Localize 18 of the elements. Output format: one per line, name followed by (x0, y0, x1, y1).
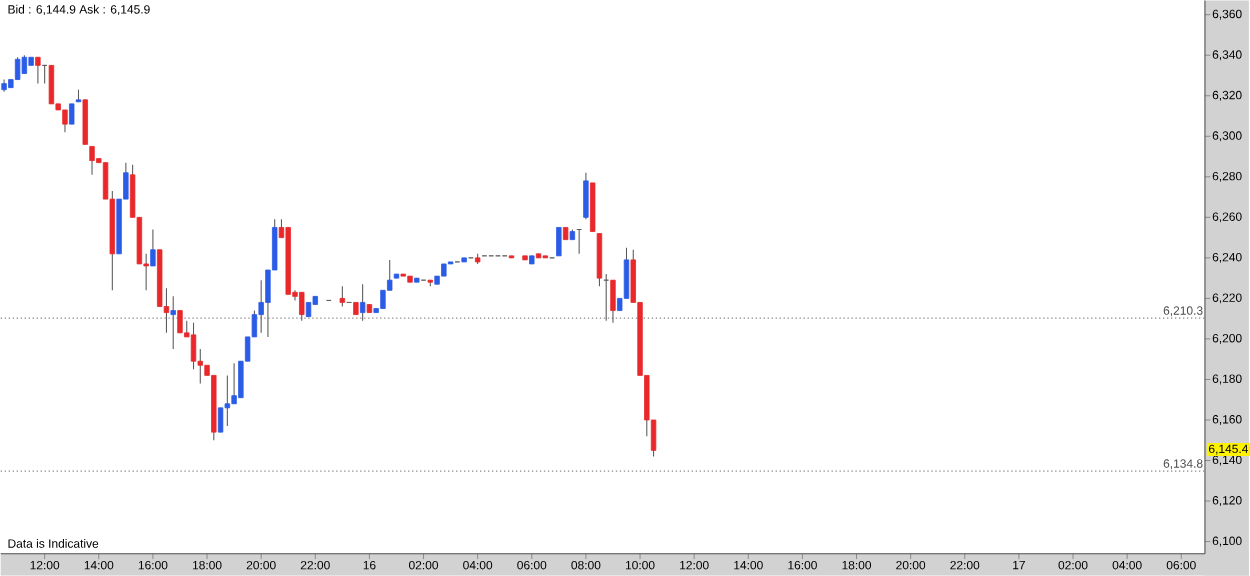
candlestick (610, 279, 616, 324)
candlestick (190, 322, 197, 371)
candlestick (21, 54, 28, 75)
candlestick (359, 283, 366, 322)
candlestick (339, 285, 346, 308)
candlestick (556, 227, 562, 257)
candlestick (596, 233, 603, 287)
candlestick (170, 295, 176, 350)
candlestick (48, 64, 55, 105)
candlestick (62, 109, 68, 133)
candlestick (299, 291, 305, 322)
candlestick (35, 56, 41, 85)
candlestick (89, 146, 95, 176)
candlestick (224, 375, 231, 427)
candlestick (14, 56, 21, 81)
candlestick (82, 99, 88, 146)
candlestick (69, 103, 75, 125)
candlestick (583, 172, 589, 221)
